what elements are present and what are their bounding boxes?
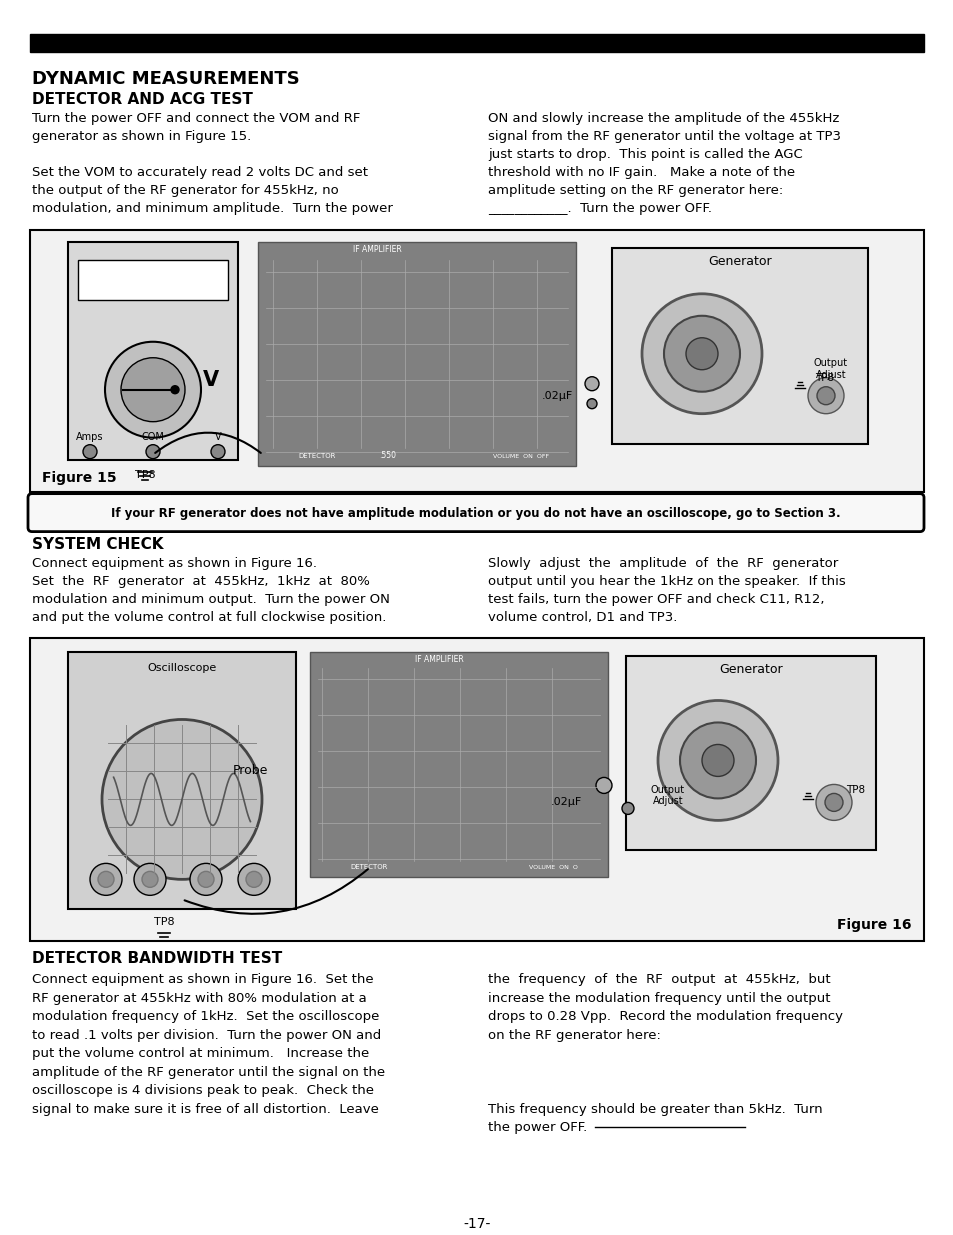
Circle shape [596,777,612,793]
Text: DETECTOR: DETECTOR [350,864,387,871]
Circle shape [807,378,843,414]
Text: DETECTOR AND ACG TEST: DETECTOR AND ACG TEST [32,91,253,107]
Circle shape [142,872,158,887]
Text: the  frequency  of  the  RF  output  at  455kHz,  but
increase the modulation fr: the frequency of the RF output at 455kHz… [488,973,842,1134]
Text: DETECTOR: DETECTOR [297,453,335,458]
Circle shape [190,863,222,895]
Text: TP8: TP8 [845,785,864,795]
Text: -17-: -17- [463,1218,490,1231]
Circle shape [237,863,270,895]
Circle shape [121,358,185,421]
Circle shape [824,793,842,811]
Circle shape [171,385,179,394]
Text: V: V [203,369,219,390]
Bar [30,637,923,941]
Text: TP8: TP8 [134,469,155,479]
Text: DYNAMIC MEASUREMENTS: DYNAMIC MEASUREMENTS [32,70,299,88]
Text: Connect equipment as shown in Figure 16.  Set the
RF generator at 455kHz with 80: Connect equipment as shown in Figure 16.… [32,973,385,1115]
Bar [68,652,295,909]
Circle shape [586,399,597,409]
Circle shape [641,294,761,414]
Circle shape [815,784,851,820]
Circle shape [685,337,718,369]
Text: COM: COM [141,432,164,442]
Circle shape [83,445,97,458]
Circle shape [90,863,122,895]
Circle shape [102,720,262,879]
Text: IF AMPLIFIER: IF AMPLIFIER [415,655,463,663]
Text: VOLUME  ON  OFF: VOLUME ON OFF [493,453,549,458]
Bar [30,35,923,52]
Circle shape [198,872,213,887]
Circle shape [621,803,634,814]
Circle shape [658,700,778,820]
Text: V: V [214,432,221,442]
Text: Slowly  adjust  the  amplitude  of  the  RF  generator
output until you hear the: Slowly adjust the amplitude of the RF ge… [488,557,845,624]
Text: Generator: Generator [719,663,782,676]
Text: Connect equipment as shown in Figure 16.
Set  the  RF  generator  at  455kHz,  1: Connect equipment as shown in Figure 16.… [32,557,390,624]
Text: Amps: Amps [76,432,104,442]
Bar [625,656,875,851]
Bar [257,242,576,466]
Text: SYSTEM CHECK: SYSTEM CHECK [32,536,163,552]
Text: Figure 15: Figure 15 [42,471,116,484]
Bar [612,248,867,443]
Circle shape [105,342,201,437]
Circle shape [146,445,160,458]
Text: VOLUME  ON  O: VOLUME ON O [528,866,577,871]
Circle shape [133,863,166,895]
Text: TP8: TP8 [814,373,833,383]
Text: .02μF: .02μF [550,798,581,808]
Text: If your RF generator does not have amplitude modulation or you do not have an os: If your RF generator does not have ampli… [112,508,840,520]
Text: ON and slowly increase the amplitude of the 455kHz
signal from the RF generator : ON and slowly increase the amplitude of … [488,112,841,215]
Circle shape [663,316,740,391]
Text: .02μF: .02μF [540,390,572,400]
Text: Oscilloscope: Oscilloscope [147,662,216,673]
Circle shape [584,377,598,390]
Circle shape [816,387,834,405]
Text: DETECTOR BANDWIDTH TEST: DETECTOR BANDWIDTH TEST [32,951,282,966]
Bar [78,259,228,300]
Text: Figure 16: Figure 16 [837,919,911,932]
Text: Output
Adjust: Output Adjust [813,358,847,379]
Text: .550: .550 [379,451,396,459]
Text: Output
Adjust: Output Adjust [650,784,684,806]
Circle shape [211,445,225,458]
Circle shape [246,872,262,887]
Circle shape [701,745,733,777]
Text: Generator: Generator [707,256,771,268]
Text: Turn the power OFF and connect the VOM and RF
generator as shown in Figure 15.

: Turn the power OFF and connect the VOM a… [32,112,393,215]
Bar [310,652,607,877]
Text: TP8: TP8 [153,918,174,927]
Text: Probe: Probe [233,764,268,777]
FancyBboxPatch shape [28,494,923,531]
Bar [30,230,923,492]
Bar [68,242,237,459]
Circle shape [679,722,755,798]
Text: IF AMPLIFIER: IF AMPLIFIER [353,245,401,254]
Circle shape [98,872,113,887]
